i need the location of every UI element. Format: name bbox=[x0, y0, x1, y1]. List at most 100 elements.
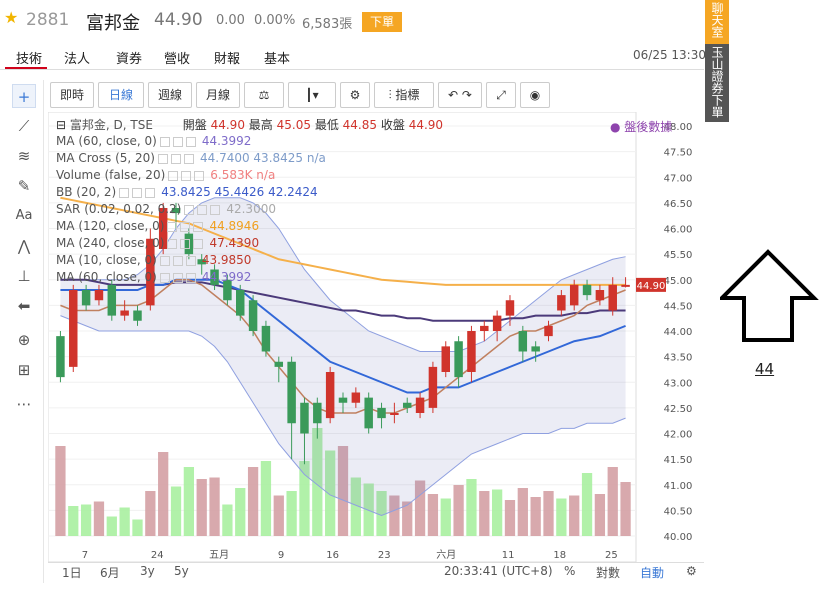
fullscreen-icon[interactable]: ⤢ bbox=[486, 82, 516, 108]
legend-row-control-icon[interactable] bbox=[159, 255, 170, 266]
legend-row-control-icon[interactable] bbox=[157, 153, 168, 164]
tab-financials[interactable]: 財報 bbox=[214, 52, 241, 67]
settings-gear-icon[interactable]: ⚙ bbox=[340, 82, 370, 108]
weekly-button[interactable]: 週線 bbox=[148, 82, 192, 108]
zoom-icon[interactable]: ⊕ bbox=[17, 331, 31, 349]
legend-row-control-icon[interactable] bbox=[185, 255, 196, 266]
range-6m[interactable]: 6月 bbox=[100, 566, 120, 580]
arrow-left-icon[interactable]: ⬅ bbox=[17, 297, 31, 315]
candle-body bbox=[69, 290, 78, 367]
candle-body bbox=[595, 290, 605, 301]
legend-row[interactable]: MA (10, close, 0) 43.9850 bbox=[56, 253, 251, 267]
measure-icon[interactable]: ⊥ bbox=[17, 267, 31, 285]
legend-row-control-icon[interactable] bbox=[132, 187, 143, 198]
auto-toggle[interactable]: 自動 bbox=[640, 566, 665, 580]
log-toggle[interactable]: 對數 bbox=[596, 566, 621, 580]
legend-row[interactable]: MA Cross (5, 20) 44.7400 43.8425 n/a bbox=[56, 151, 326, 165]
candle-body bbox=[223, 279, 232, 301]
range-1d[interactable]: 1日 bbox=[62, 566, 82, 580]
quote-time: 06/25 13:30 bbox=[633, 48, 706, 62]
price-chart[interactable]: 48.00 47.50 47.00 46.50 46.00 45.50 45.00 44.50… bbox=[47, 111, 704, 582]
undo-redo-icon[interactable]: ↶ ↷ bbox=[438, 82, 482, 108]
volume-bar bbox=[183, 467, 195, 536]
legend-row-control-icon[interactable] bbox=[180, 238, 191, 249]
candle-body bbox=[287, 361, 296, 424]
legend-row-control-icon[interactable] bbox=[167, 221, 178, 232]
order-button[interactable]: 下單 bbox=[362, 12, 402, 32]
ruler-icon[interactable]: ⊞ bbox=[17, 361, 31, 379]
legend-row[interactable]: MA (240, close, 0) 47.4390 bbox=[56, 236, 259, 250]
daily-button[interactable]: 日線 bbox=[98, 82, 144, 108]
legend-row-control-icon[interactable] bbox=[119, 187, 130, 198]
candle-body bbox=[107, 284, 117, 316]
pattern-icon[interactable]: ⋀ bbox=[17, 237, 31, 255]
legend-row[interactable]: BB (20, 2) 43.8425 45.4426 42.2424 bbox=[56, 185, 318, 199]
percent-toggle[interactable]: % bbox=[564, 564, 576, 578]
legend-row[interactable]: MA (60, close, 0) 44.3992 bbox=[56, 134, 251, 148]
x-tick-label: 六月 bbox=[436, 549, 456, 561]
tab-margin[interactable]: 資券 bbox=[116, 52, 143, 67]
candle-body bbox=[377, 407, 386, 419]
x-tick-label: 24 bbox=[151, 550, 164, 561]
candle-body bbox=[313, 402, 322, 424]
tab-revenue[interactable]: 營收 bbox=[164, 52, 191, 67]
y-tick-label: 41.00 bbox=[664, 481, 693, 492]
legend-row-control-icon[interactable] bbox=[210, 204, 221, 215]
indicators-button[interactable]: ⫶ 指標 bbox=[374, 82, 434, 108]
legend-row-value: 44.3992 bbox=[201, 270, 252, 284]
volume-bar bbox=[389, 495, 400, 536]
volume-bar bbox=[376, 491, 387, 536]
legend-row[interactable]: Volume (false, 20) 6.583K n/a bbox=[56, 168, 275, 182]
legend-row[interactable]: MA (120, close, 0) 44.8946 bbox=[56, 219, 259, 233]
star-icon[interactable]: ★ bbox=[4, 8, 19, 27]
trendline-icon[interactable]: ⟋ bbox=[18, 117, 30, 135]
intraday-button[interactable]: 即時 bbox=[50, 82, 94, 108]
legend-row-control-icon[interactable] bbox=[184, 204, 195, 215]
legend-row-control-icon[interactable] bbox=[197, 204, 208, 215]
legend-row-control-icon[interactable] bbox=[185, 272, 196, 283]
range-5y[interactable]: 5y bbox=[174, 564, 189, 578]
legend-row-control-icon[interactable] bbox=[185, 136, 196, 147]
legend-main: ⊟ 富邦金, D, TSE 開盤 44.90 最高 45.05 最低 44.85… bbox=[56, 116, 443, 133]
candle-body bbox=[300, 402, 309, 434]
legend-collapse-icon[interactable]: ⊟ bbox=[56, 118, 67, 132]
compare-icon[interactable]: ⚖ bbox=[244, 82, 284, 108]
legend-row-control-icon[interactable] bbox=[145, 187, 156, 198]
legend-row-control-icon[interactable] bbox=[170, 153, 181, 164]
volume-bar bbox=[55, 446, 66, 536]
crosshair-icon[interactable]: + bbox=[12, 84, 36, 108]
legend-row-control-icon[interactable] bbox=[193, 238, 204, 249]
legend-row-control-icon[interactable] bbox=[181, 170, 192, 181]
legend-row-control-icon[interactable] bbox=[167, 238, 178, 249]
bottom-settings-icon[interactable]: ⚙ bbox=[686, 564, 697, 578]
legend-row-control-icon[interactable] bbox=[194, 170, 205, 181]
legend-row-control-icon[interactable] bbox=[172, 272, 183, 283]
after-hours-label[interactable]: ● 盤後數據 bbox=[610, 120, 673, 134]
text-tool-icon[interactable]: Aa bbox=[15, 208, 33, 223]
legend-row-control-icon[interactable] bbox=[159, 272, 170, 283]
legend-row-name: MA (240, close, 0) bbox=[56, 236, 165, 250]
brush-icon[interactable]: ✎ bbox=[17, 177, 31, 195]
legend-row[interactable]: MA (60, close, 0) 44.3992 bbox=[56, 270, 251, 284]
legend-row-control-icon[interactable] bbox=[193, 221, 204, 232]
range-3y[interactable]: 3y bbox=[140, 564, 155, 578]
tab-institutional[interactable]: 法人 bbox=[64, 52, 91, 67]
monthly-button[interactable]: 月線 bbox=[196, 82, 240, 108]
y-tick-label: 47.50 bbox=[664, 148, 693, 159]
legend-row-control-icon[interactable] bbox=[172, 136, 183, 147]
legend-row[interactable]: SAR (0.02, 0.02, 0.2) 42.3000 bbox=[56, 202, 276, 216]
legend-row-control-icon[interactable] bbox=[159, 136, 170, 147]
legend-row-control-icon[interactable] bbox=[168, 170, 179, 181]
candle-body bbox=[274, 361, 284, 367]
candle-type-icon[interactable]: ┃▾ bbox=[288, 82, 336, 108]
legend-row-control-icon[interactable] bbox=[180, 221, 191, 232]
legend-row-control-icon[interactable] bbox=[172, 255, 183, 266]
camera-icon[interactable]: ◉ bbox=[520, 82, 550, 108]
tab-technical[interactable]: 技術 bbox=[16, 52, 43, 67]
fib-icon[interactable]: ≋ bbox=[17, 147, 31, 165]
more-icon[interactable]: ⋯ bbox=[16, 395, 32, 413]
legend-row-control-icon[interactable] bbox=[183, 153, 194, 164]
legend-row-value: 44.8946 bbox=[209, 219, 260, 233]
chat-room-tab[interactable]: 聊天室 bbox=[705, 0, 729, 44]
tab-basic[interactable]: 基本 bbox=[264, 52, 291, 67]
